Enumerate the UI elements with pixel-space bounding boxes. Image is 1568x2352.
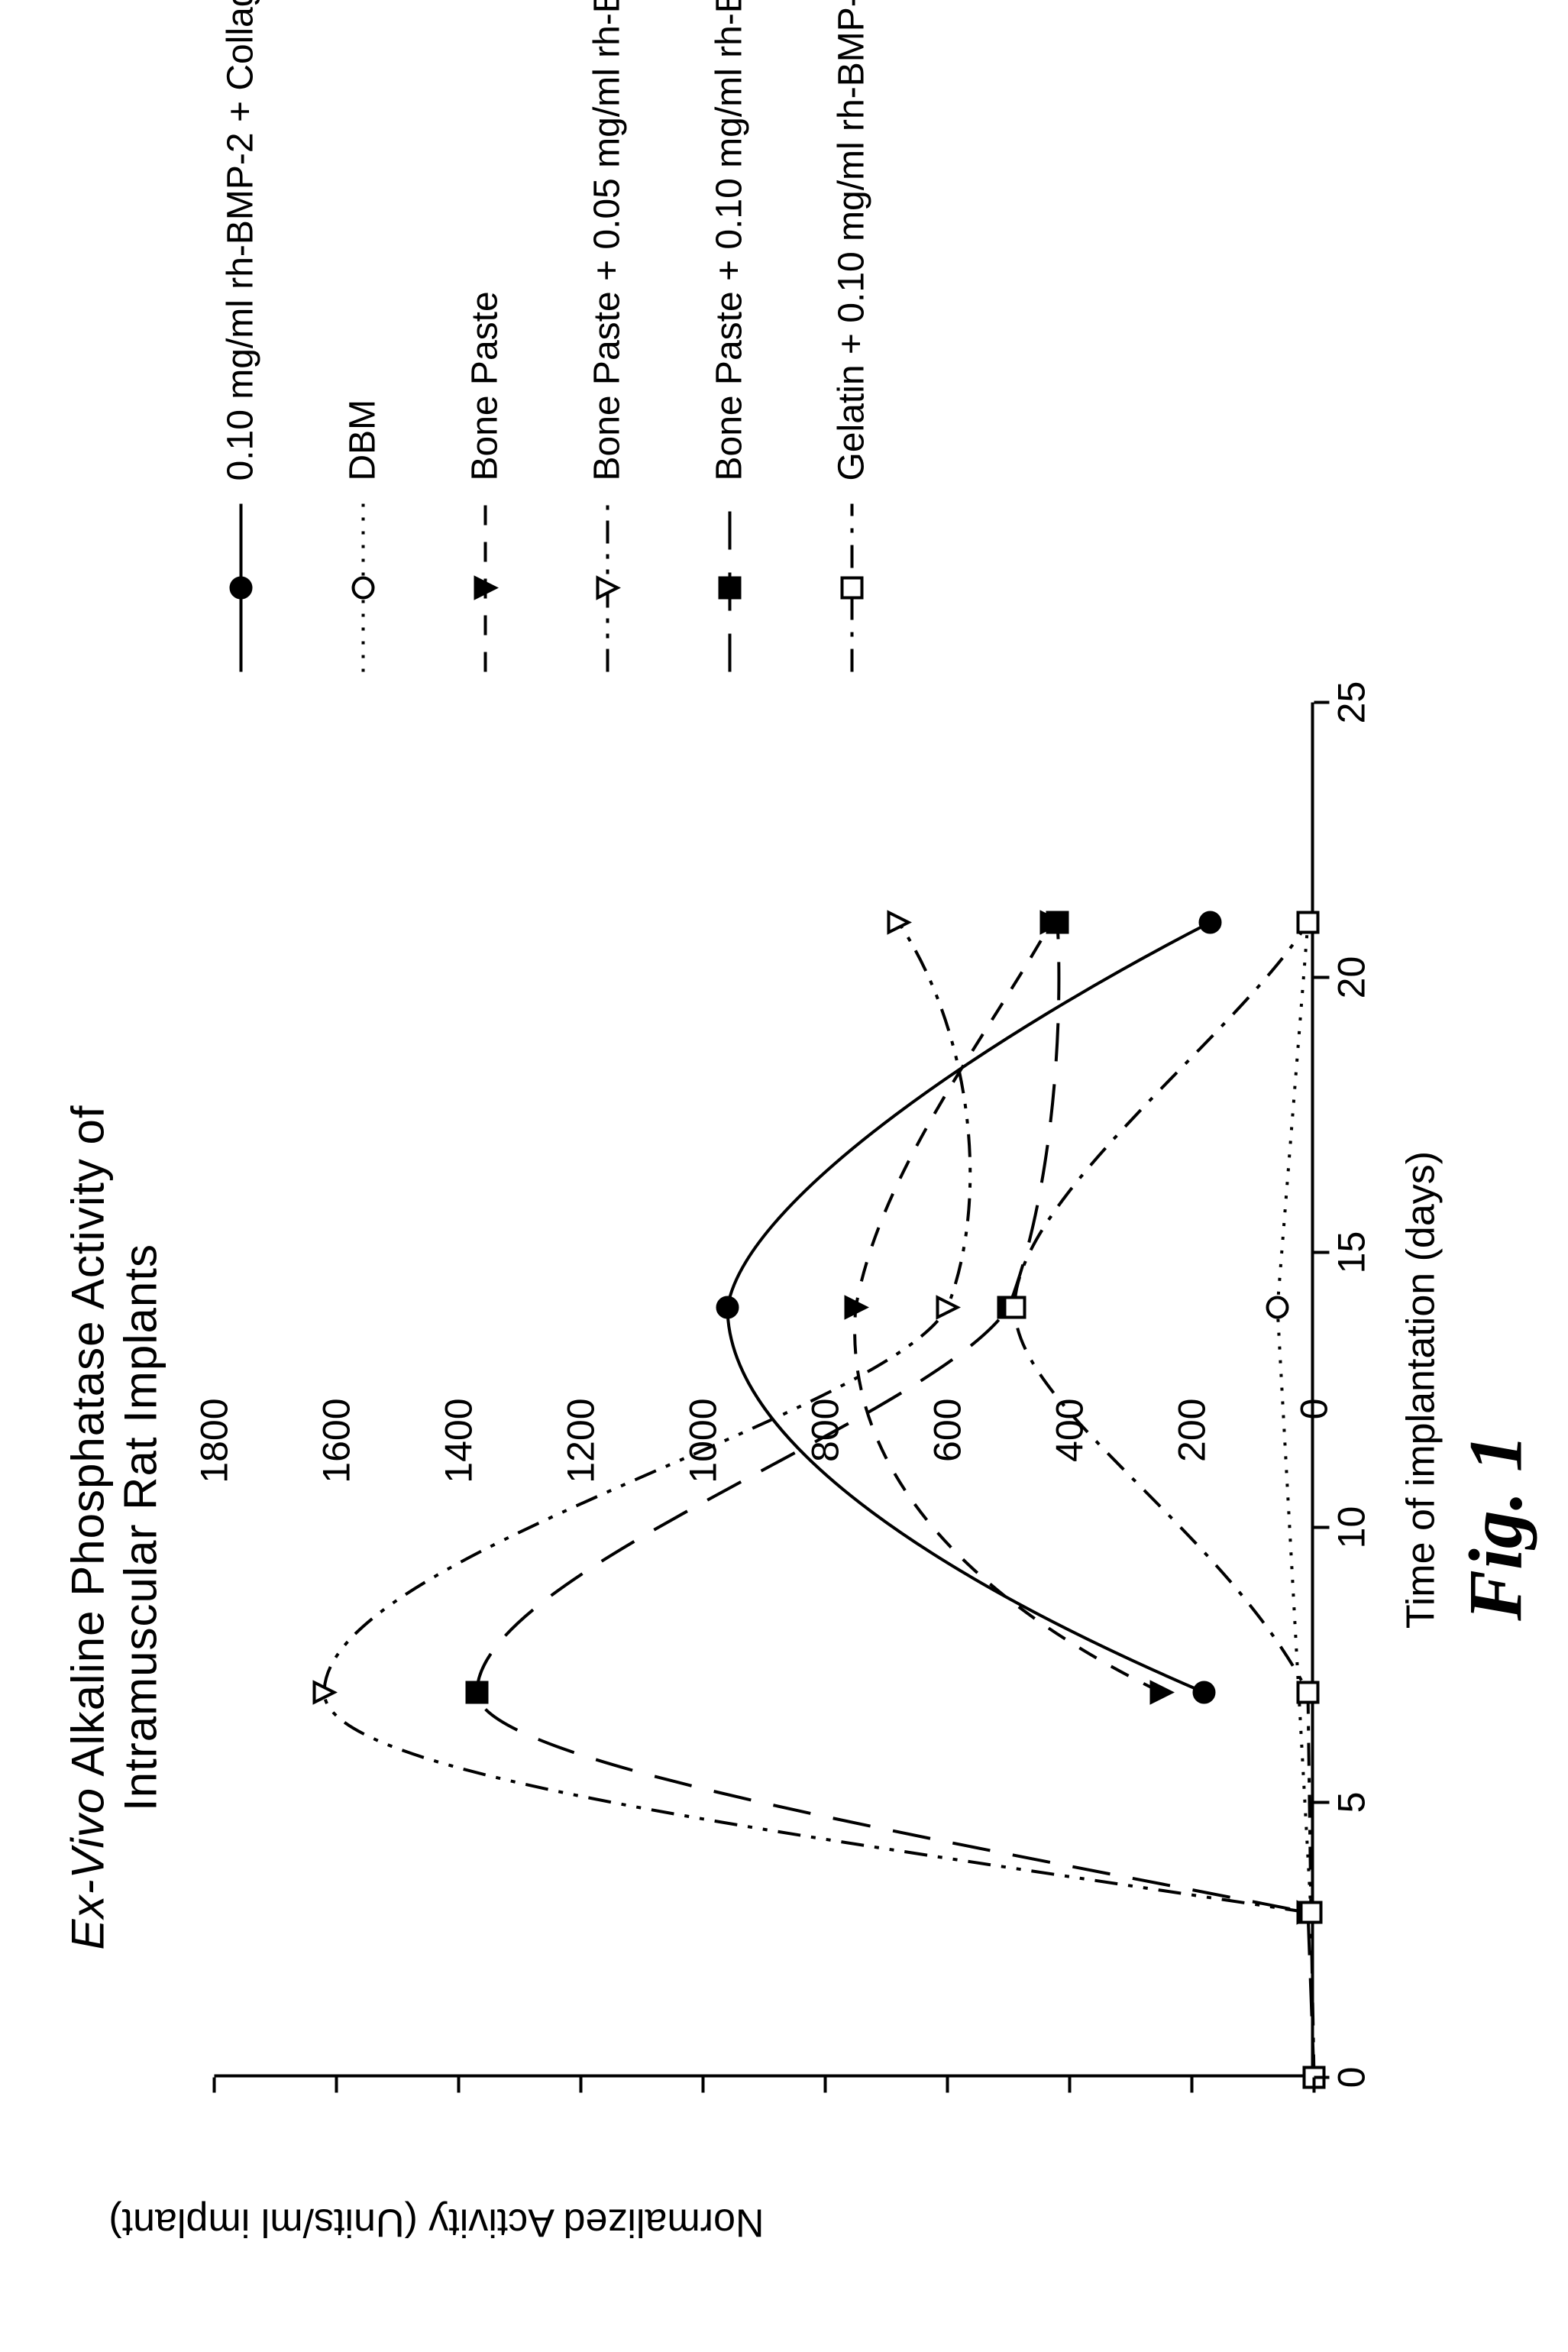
y-tick-label: 400 [1047,1398,1091,1520]
rotated-canvas: Ex-Vivo Alkaline Phosphatase Activity of… [0,0,1568,2352]
series-marker [1267,1297,1287,1317]
legend: 0.10 mg/ml rh-BMP-2 + Collage DBM Bone Pas… [214,30,947,671]
series-line [727,922,1210,1692]
x-tick [1314,700,1329,704]
legend-item: Bone Paste [458,30,512,671]
legend-label: Bone Paste + 0.05 mg/ml rh-BM… [587,0,628,480]
content: Ex-Vivo Alkaline Phosphatase Activity of… [0,0,1568,2352]
series-marker [937,1297,957,1317]
series-marker [717,1297,737,1317]
title-line-1-rest: Alkaline Phosphatase Activity of [62,1105,113,1787]
legend-item: 0.10 mg/ml rh-BMP-2 + Collage [214,30,267,671]
y-tick-label: 0 [1292,1398,1336,1520]
x-tick-label: 25 [1329,681,1373,723]
series-marker [1200,912,1220,932]
legend-label: DBM [343,399,383,480]
series-marker [1151,1682,1171,1702]
title-line-2: Intramuscular Rat Implants [114,702,166,2352]
legend-item: Bone Paste + 0.10 mg/ml rh-BM… [703,30,756,671]
figure-label: Fig. 1 [1451,702,1539,2352]
y-tick [1312,2077,1315,2092]
y-tick [701,2077,704,2092]
series-marker [1004,1297,1024,1317]
legend-label: 0.10 mg/ml rh-BMP-2 + Collage [221,0,261,480]
legend-swatch [214,503,267,671]
legend-swatch [458,503,512,671]
legend-item: Gelatin + 0.10 mg/ml rh-BMP-2 [825,30,878,671]
series-marker [1194,1682,1214,1702]
y-tick [212,2077,215,2092]
x-tick [1314,1250,1329,1254]
series-marker [1298,1682,1317,1702]
y-tick [823,2077,826,2092]
x-tick [1314,1800,1329,1804]
x-tick-label: 20 [1329,956,1373,998]
series-marker [845,1297,865,1317]
legend-item: Bone Paste + 0.05 mg/ml rh-BM… [580,30,634,671]
y-tick-label: 200 [1169,1398,1214,1520]
y-tick [579,2077,582,2092]
x-tick-label: 15 [1329,1231,1373,1273]
x-tick-label: 5 [1329,1791,1373,1813]
legend-swatch [703,503,756,671]
y-tick-label: 1400 [436,1398,480,1520]
y-tick-label: 1600 [314,1398,358,1520]
y-tick-label: 1800 [192,1398,236,1520]
series-marker [1301,1902,1321,1922]
title-italic-prefix: Ex-Vivo [62,1787,113,1949]
y-tick-label: 1000 [681,1398,725,1520]
legend-swatch [580,503,634,671]
y-tick-label: 800 [803,1398,847,1520]
y-tick [335,2077,338,2092]
y-tick [457,2077,460,2092]
x-tick [1314,975,1329,979]
x-tick [1314,1525,1329,1529]
chart-area [214,702,1314,2077]
page-root: Ex-Vivo Alkaline Phosphatase Activity of… [0,0,1568,2352]
title-line-1: Ex-Vivo Alkaline Phosphatase Activity of [61,702,114,2352]
plot-svg [214,702,1314,2077]
chart-title: Ex-Vivo Alkaline Phosphatase Activity of… [61,702,166,2352]
y-tick-label: 600 [925,1398,969,1520]
legend-label: Bone Paste + 0.10 mg/ml rh-BM… [710,0,750,480]
x-tick-label: 0 [1329,2066,1373,2088]
series-marker [467,1682,487,1702]
legend-item: DBM [336,30,390,671]
y-tick [946,2077,949,2092]
x-axis-label: Time of implantation (days) [1398,702,1444,2077]
series-marker [1047,912,1067,932]
y-tick [1190,2077,1193,2092]
x-tick [1314,2075,1329,2079]
y-tick-label: 1200 [558,1398,603,1520]
series-marker [1298,912,1317,932]
y-axis-label: Normalized Activity (Units/ml implant) [108,2199,764,2245]
x-tick-label: 10 [1329,1506,1373,1548]
y-tick [1068,2077,1071,2092]
legend-swatch [825,503,878,671]
series-marker [888,912,908,932]
legend-label: Gelatin + 0.10 mg/ml rh-BMP-2 [832,0,872,480]
legend-label: Bone Paste [465,291,506,480]
legend-swatch [336,503,390,671]
